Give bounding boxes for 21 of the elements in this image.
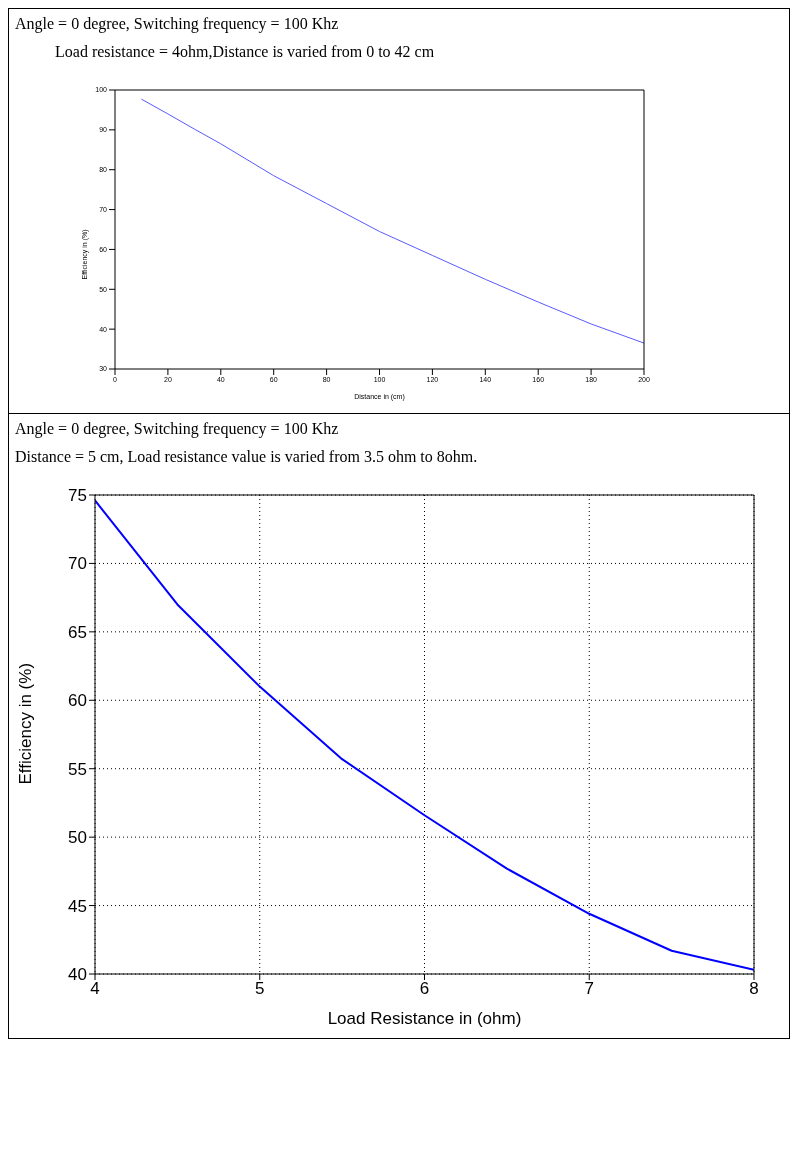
x-tick-label: 4	[90, 979, 100, 999]
y-tick-label: 50	[68, 828, 87, 848]
line-series	[95, 499, 754, 971]
y-tick-label: 65	[68, 622, 87, 642]
y-tick-label: 45	[68, 896, 87, 916]
y-tick-label: 70	[68, 554, 87, 574]
line-series	[140, 98, 644, 344]
chart-subtitle: Distance = 5 cm, Load resistance value is varied from 3.5 ohm to 8ohm.	[15, 448, 479, 466]
y-tick-label: 75	[68, 486, 87, 506]
y-tick-label: 60	[68, 691, 87, 711]
y-axis-title: Efficiency in (%)	[16, 662, 36, 785]
x-axis-title: Load Resistance in (ohm)	[327, 1009, 522, 1028]
y-tick-label: 55	[68, 759, 87, 779]
y-tick-label: 40	[68, 965, 87, 985]
x-tick-label: 7	[584, 979, 594, 999]
chart-title: Angle = 0 degree, Switching frequency = 100 Khz	[15, 15, 340, 33]
x-tick-label: 6	[419, 979, 430, 999]
x-tick-label: 8	[749, 979, 759, 999]
chart-subtitle: Load resistance = 4ohm,Distance is varied from 0 to 42 cm	[54, 43, 436, 61]
chart-title: Angle = 0 degree, Switching frequency = 100 Khz	[15, 420, 340, 438]
x-tick-label: 5	[255, 979, 265, 999]
